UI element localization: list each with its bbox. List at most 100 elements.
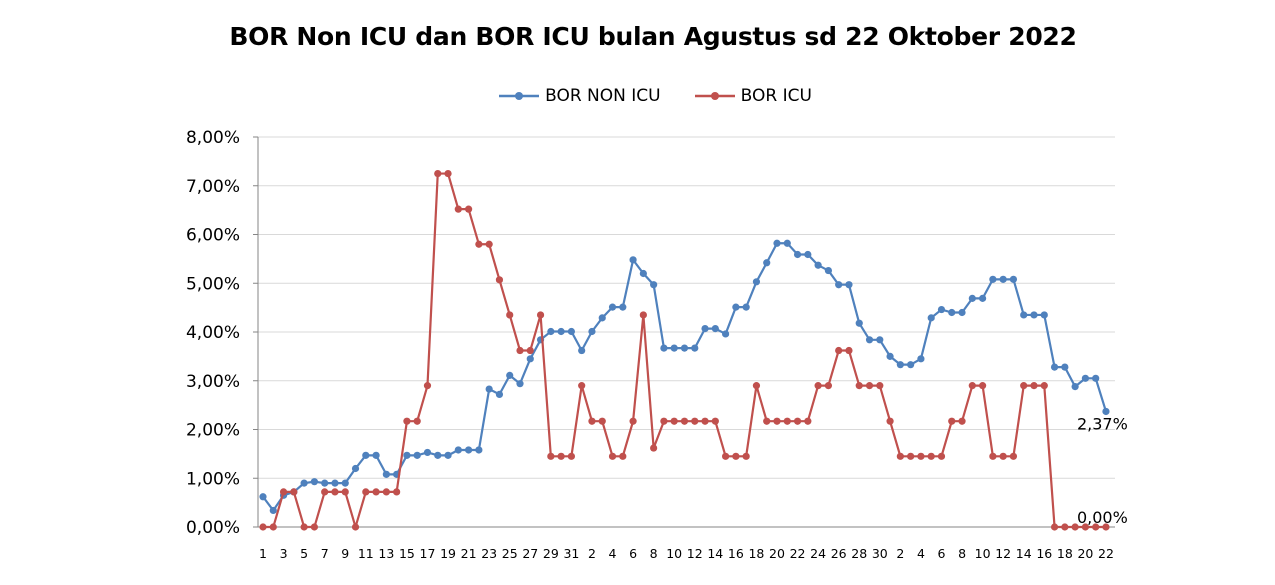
- data-point-bor-non-icu: [876, 336, 884, 344]
- data-point-bor-non-icu: [362, 451, 370, 459]
- data-point-bor-non-icu: [351, 464, 360, 473]
- data-point-bor-icu: [814, 382, 822, 390]
- legend-entry-bor-icu: BOR ICU: [694, 84, 812, 108]
- legend-entry-bor-non-icu: BOR NON ICU: [499, 84, 661, 108]
- data-point-bor-icu: [835, 346, 843, 355]
- x-tick-label: 14: [707, 546, 723, 561]
- x-tick-label: 17: [420, 546, 436, 561]
- data-point-bor-non-icu: [650, 281, 658, 289]
- x-tick-label: 14: [1016, 546, 1032, 561]
- x-tick-label: 12: [687, 546, 703, 561]
- data-point-bor-icu: [804, 417, 812, 425]
- x-tick-label: 22: [790, 546, 806, 561]
- x-tick-label: 16: [1036, 546, 1052, 561]
- data-point-bor-icu: [711, 417, 719, 425]
- data-point-bor-non-icu: [701, 324, 709, 333]
- x-tick-label: 2: [896, 546, 904, 561]
- data-point-bor-icu: [341, 488, 349, 496]
- x-tick-label: 7: [321, 546, 329, 561]
- data-point-bor-non-icu: [907, 361, 915, 369]
- data-point-bor-non-icu: [423, 448, 432, 457]
- y-tick-label: 3,00%: [186, 372, 240, 392]
- x-tick-label: 1: [259, 546, 267, 561]
- x-tick-label: 20: [769, 546, 785, 561]
- data-point-bor-icu: [773, 417, 781, 425]
- data-point-bor-non-icu: [1092, 374, 1100, 382]
- legend-swatch-bor-non-icu-icon: [499, 92, 540, 100]
- data-point-bor-icu: [290, 488, 298, 496]
- data-point-bor-non-icu: [639, 269, 647, 278]
- data-point-bor-non-icu: [1009, 275, 1018, 283]
- data-point-bor-icu: [362, 488, 370, 496]
- data-point-bor-icu: [763, 417, 771, 425]
- data-point-bor-non-icu: [1020, 311, 1028, 319]
- series: [259, 169, 1110, 531]
- data-point-bor-non-icu: [783, 239, 791, 247]
- data-point-bor-icu: [1030, 382, 1038, 390]
- data-point-bor-icu: [989, 452, 997, 460]
- data-point-bor-icu: [845, 346, 853, 355]
- data-point-bor-non-icu: [763, 259, 771, 267]
- data-point-bor-icu: [557, 452, 565, 460]
- data-point-bor-icu: [732, 452, 740, 460]
- data-point-bor-icu: [855, 382, 863, 390]
- data-point-bor-non-icu: [259, 493, 267, 501]
- data-point-bor-icu: [1050, 523, 1059, 531]
- data-point-bor-icu: [567, 452, 576, 460]
- data-point-bor-non-icu: [1071, 383, 1079, 391]
- data-point-bor-icu: [413, 417, 421, 425]
- data-point-bor-non-icu: [557, 327, 565, 336]
- data-point-bor-non-icu: [722, 330, 730, 338]
- data-point-bor-icu: [793, 417, 802, 425]
- data-point-bor-icu: [968, 382, 976, 390]
- data-point-bor-icu: [1081, 523, 1089, 531]
- data-point-bor-non-icu: [773, 239, 781, 247]
- data-point-bor-non-icu: [269, 506, 277, 515]
- data-point-bor-non-icu: [793, 250, 802, 259]
- data-point-bor-non-icu: [752, 278, 761, 286]
- data-point-bor-non-icu: [937, 305, 946, 314]
- data-point-bor-icu: [1102, 523, 1110, 531]
- data-point-bor-non-icu: [824, 266, 833, 275]
- data-point-bor-icu: [578, 382, 586, 390]
- data-point-bor-icu: [1040, 382, 1048, 390]
- data-point-bor-icu: [434, 169, 442, 178]
- data-point-bor-icu: [1092, 523, 1100, 531]
- data-point-bor-non-icu: [1040, 311, 1048, 319]
- data-point-bor-icu: [536, 311, 545, 319]
- data-point-bor-non-icu: [341, 479, 349, 487]
- data-point-bor-non-icu: [331, 479, 339, 487]
- data-point-bor-non-icu: [711, 324, 719, 333]
- data-point-bor-icu: [979, 382, 987, 390]
- legend-label-bor-icu: BOR ICU: [740, 86, 812, 106]
- data-point-bor-icu: [670, 417, 678, 425]
- x-tick-label: 2: [588, 546, 596, 561]
- data-point-bor-non-icu: [444, 451, 452, 459]
- data-point-bor-icu: [680, 417, 689, 425]
- data-point-bor-non-icu: [495, 390, 504, 398]
- data-point-bor-icu: [259, 523, 267, 531]
- data-point-bor-icu: [865, 382, 874, 390]
- data-point-bor-icu: [598, 417, 606, 425]
- data-point-bor-icu: [382, 488, 390, 496]
- y-tick-label: 1,00%: [186, 469, 240, 489]
- data-point-bor-non-icu: [968, 294, 976, 302]
- data-point-bor-icu: [886, 417, 894, 425]
- data-point-bor-non-icu: [670, 344, 678, 352]
- data-point-bor-non-icu: [814, 261, 822, 269]
- data-point-bor-non-icu: [1061, 363, 1069, 371]
- data-point-bor-icu: [300, 523, 308, 531]
- x-tick-label: 4: [609, 546, 617, 561]
- x-tick-label: 31: [563, 546, 579, 561]
- x-tick-label: 18: [748, 546, 764, 561]
- data-point-bor-non-icu: [1030, 311, 1038, 319]
- data-point-bor-icu: [948, 417, 956, 425]
- data-point-bor-icu: [619, 452, 627, 460]
- data-point-bor-non-icu: [865, 336, 874, 344]
- data-point-bor-icu: [321, 488, 329, 496]
- x-tick-label: 13: [378, 546, 394, 561]
- y-tick-label: 0,00%: [186, 518, 240, 538]
- data-point-bor-non-icu: [465, 446, 473, 454]
- data-point-bor-non-icu: [1050, 363, 1059, 371]
